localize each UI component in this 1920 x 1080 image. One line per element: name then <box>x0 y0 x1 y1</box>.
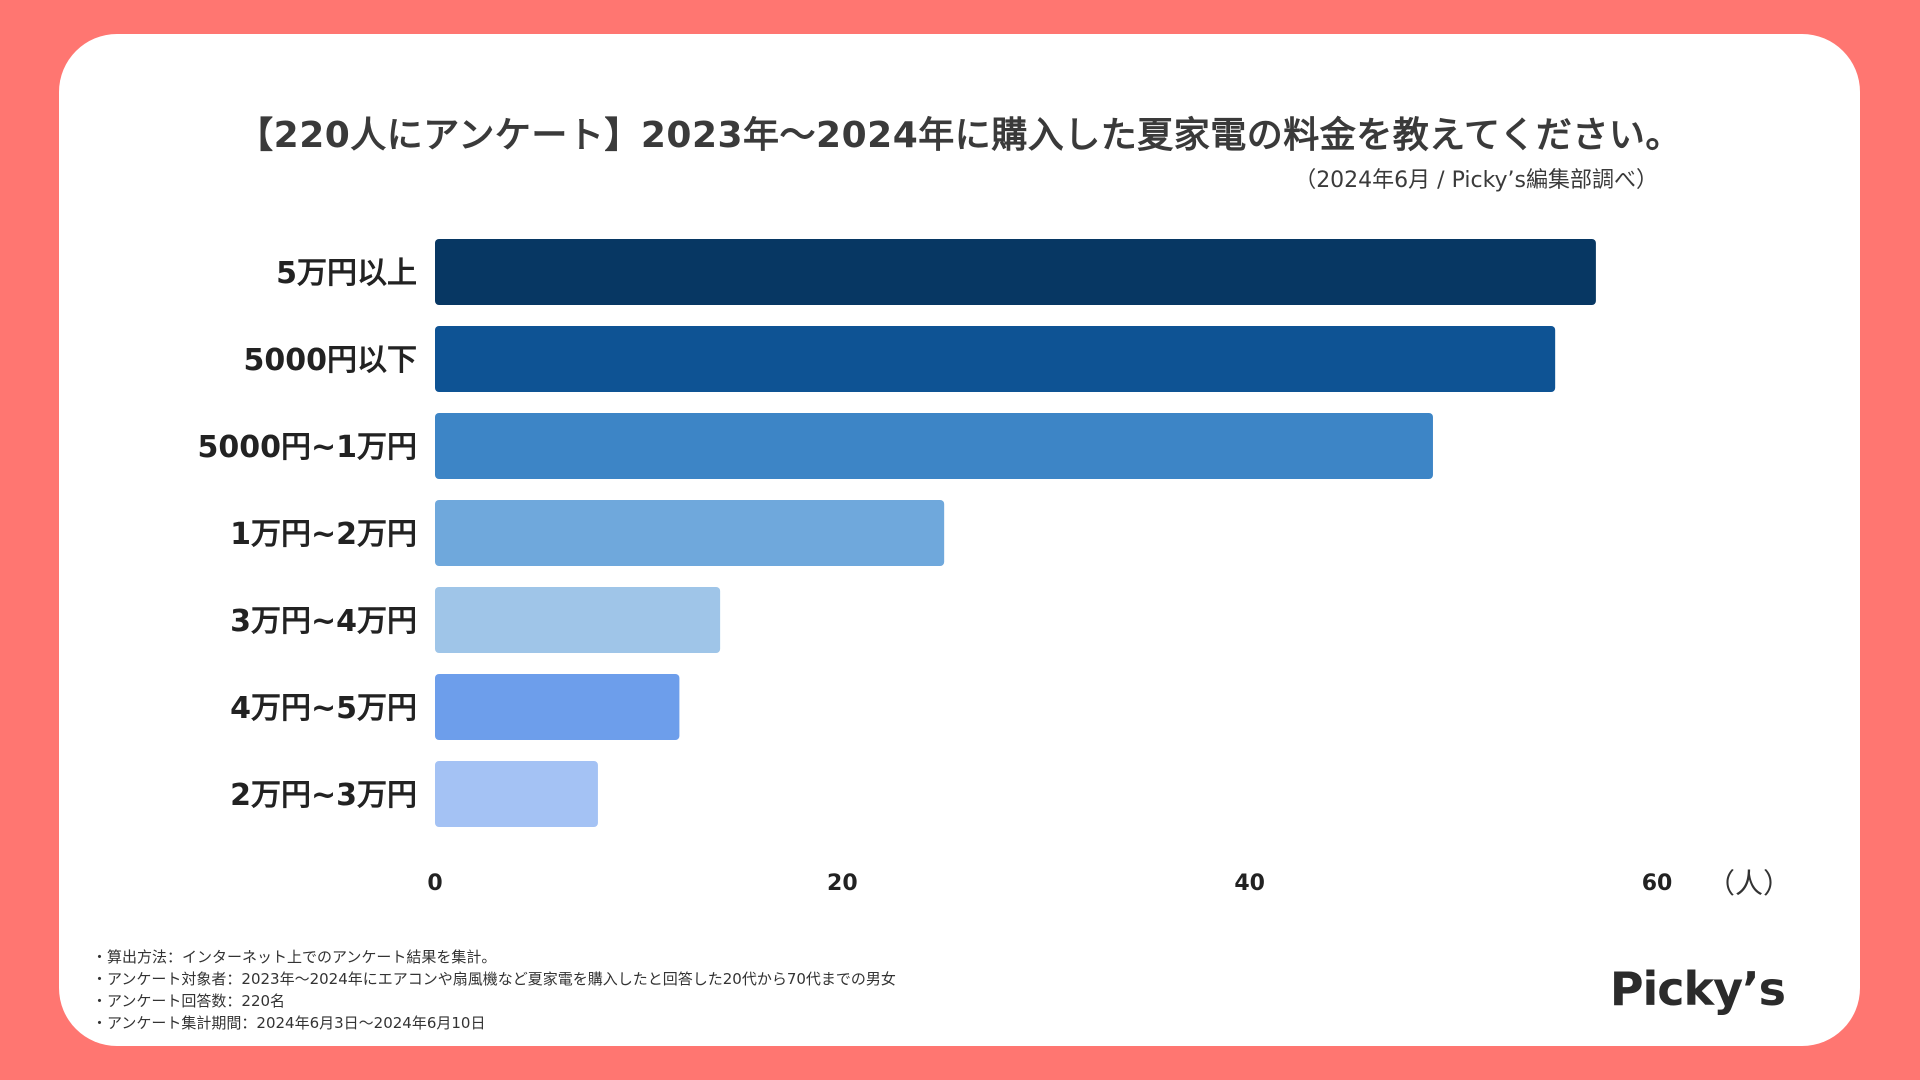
note-period: ・アンケート集計期間：2024年6月3日〜2024年6月10日 <box>92 1014 486 1032</box>
bar-5 <box>435 587 721 653</box>
picky-s-logo: Picky’s <box>1609 962 1786 1016</box>
bar-7 <box>435 761 598 827</box>
bar-2 <box>435 326 1556 392</box>
category-label-3: 5000円~1万円 <box>197 430 417 465</box>
source-note: （2024年6月 / Picky’s編集部調べ） <box>1294 168 1658 193</box>
bar-3 <box>435 413 1433 479</box>
survey-notes: ・算出方法：インターネット上でのアンケート結果を集計。 ・アンケート対象者：20… <box>92 946 896 1034</box>
chart-card: 【220人にアンケート】2023年〜2024年に購入した夏家電の料金を教えてくだ… <box>59 34 1860 1046</box>
category-label-1: 5万円以上 <box>276 256 417 291</box>
category-label-4: 1万円~2万円 <box>230 517 417 552</box>
category-label-7: 2万円~3万円 <box>230 778 417 813</box>
x-tick-label-0: 0 <box>427 871 442 896</box>
bar-1 <box>435 239 1596 305</box>
x-tick-label-20: 20 <box>827 871 858 896</box>
note-method: ・算出方法：インターネット上でのアンケート結果を集計。 <box>92 948 497 966</box>
category-label-5: 3万円~4万円 <box>230 604 417 639</box>
x-axis-unit-label: （人） <box>1707 867 1791 900</box>
category-label-6: 4万円~5万円 <box>230 691 417 726</box>
category-label-2: 5000円以下 <box>244 343 418 378</box>
x-tick-label-60: 60 <box>1642 871 1673 896</box>
bar-4 <box>435 500 945 566</box>
chart-title: 【220人にアンケート】2023年〜2024年に購入した夏家電の料金を教えてくだ… <box>237 115 1682 156</box>
note-count: ・アンケート回答数：220名 <box>92 992 286 1010</box>
bar-chart: 5万円以上 5000円以下 5000円~1万円 1万円~2万円 3万円~4万円 4万円~5… <box>197 239 1791 900</box>
note-target: ・アンケート対象者：2023年〜2024年にエアコンや扇風機など夏家電を購入した… <box>92 970 896 988</box>
x-tick-label-40: 40 <box>1234 871 1265 896</box>
bar-6 <box>435 674 680 740</box>
